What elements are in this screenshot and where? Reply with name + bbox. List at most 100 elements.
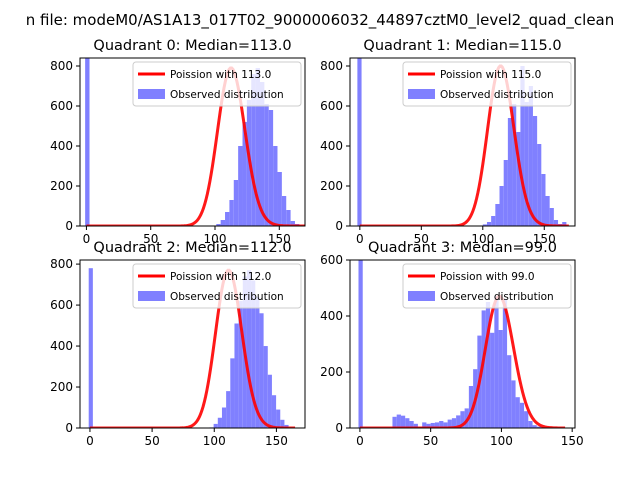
histogram-bar (88, 268, 93, 428)
histogram-bar (255, 296, 260, 428)
legend-box (132, 263, 302, 309)
x-tick-label: 50 (144, 434, 159, 448)
legend: Poission with 99.0 Observed distribution (402, 263, 572, 309)
poisson-curve (359, 64, 569, 226)
y-tick-label: 0 (335, 219, 343, 233)
histogram-bar (486, 222, 492, 226)
legend-patch-swatch (408, 89, 435, 99)
y-tick-label: 600 (320, 253, 343, 267)
histogram-bar (456, 415, 461, 428)
histogram-bar (422, 422, 427, 428)
legend-label-observed: Observed distribution (440, 89, 554, 101)
legend-label-observed: Observed distribution (440, 291, 554, 303)
y-tick-label: 200 (320, 365, 343, 379)
axes-frame (79, 57, 306, 227)
x-tick-label: 0 (356, 434, 364, 448)
x-tick-label: 100 (203, 434, 226, 448)
histogram-bar (280, 419, 285, 428)
histogram-bar (512, 104, 517, 226)
histogram-bar (482, 224, 487, 226)
histogram-bar (238, 300, 243, 428)
histogram-bar (507, 355, 512, 428)
histogram-bar (439, 421, 444, 428)
y-tick-label: 800 (50, 257, 73, 271)
legend-label-poisson: Poission with 115.0 (440, 69, 541, 81)
x-tick-label: 50 (143, 232, 158, 246)
quadrant-1-chart: 0 50 100 150 0 200 400 600 800 Quadrant 1: Median… (320, 38, 576, 246)
x-tick-label: 150 (265, 434, 288, 448)
histogram-bar (225, 212, 230, 226)
x-tick-label: 0 (356, 232, 364, 246)
histogram-bar (524, 411, 529, 428)
legend-patch-swatch (138, 291, 165, 301)
histogram-bar (263, 346, 268, 428)
y-tick-label: 600 (50, 99, 73, 113)
histogram-bar (221, 407, 227, 428)
histogram-bar (451, 418, 457, 428)
histogram-bar (447, 419, 452, 428)
legend-label-observed: Observed distribution (170, 291, 284, 303)
histogram-bar (502, 299, 508, 428)
histogram-bar (85, 58, 90, 226)
histogram-bar (277, 172, 282, 226)
histogram-bar (519, 402, 525, 428)
histogram-bar (541, 174, 546, 226)
legend-box (402, 61, 572, 107)
histogram-bar (481, 310, 486, 428)
histogram-bar (499, 186, 504, 226)
y-tick-label: 200 (320, 179, 343, 193)
histogram-bar (392, 416, 397, 428)
histogram-bar (216, 224, 221, 226)
histogram (357, 58, 567, 226)
legend: Poission with 112.0 Observed distribution (132, 263, 302, 309)
histogram-bar (532, 116, 538, 226)
histogram-bar (545, 196, 550, 226)
figure-title: n file: modeM0/AS1A13_017T02_9000006032_… (26, 11, 615, 30)
histogram-bar (524, 102, 529, 226)
y-tick-label: 800 (50, 59, 73, 73)
histogram-bar (562, 222, 567, 226)
histogram-bar (226, 391, 231, 428)
x-tick-label: 100 (490, 434, 513, 448)
histogram-bar (396, 414, 401, 428)
x-tick-label: 150 (561, 434, 584, 448)
histogram-bar (528, 86, 533, 226)
histogram-bar (259, 313, 264, 428)
x-tick-label: 100 (471, 232, 494, 246)
legend-label-poisson: Poission with 113.0 (170, 69, 271, 81)
histogram-bar (268, 110, 274, 226)
legend-label-observed: Observed distribution (170, 89, 284, 101)
histogram-bar (536, 426, 542, 428)
histogram-bar (553, 220, 559, 226)
histogram-bar (413, 423, 418, 428)
histogram-bar (485, 302, 491, 428)
axes-frame (349, 57, 576, 227)
legend-label-poisson: Poission with 99.0 (440, 271, 535, 283)
histogram-bar (246, 270, 252, 428)
poisson-curve (359, 294, 566, 428)
histogram-bar (220, 220, 226, 226)
histogram-bar (234, 323, 239, 428)
histogram-bar (273, 146, 278, 226)
histogram-bar (251, 74, 256, 226)
histogram-bar (267, 374, 272, 428)
histogram-bar (233, 180, 239, 226)
histogram-bar (490, 332, 495, 428)
x-tick-label: 150 (268, 232, 291, 246)
histogram-bar (264, 104, 269, 226)
histogram-bar (229, 200, 234, 226)
histogram-bar (498, 330, 503, 428)
histogram-bar (238, 146, 243, 226)
x-tick-label: 150 (533, 232, 556, 246)
y-tick-label: 400 (320, 309, 343, 323)
y-tick-label: 400 (50, 339, 73, 353)
y-tick-label: 400 (50, 139, 73, 153)
histogram-bar (503, 160, 508, 226)
y-tick-label: 200 (50, 380, 73, 394)
histogram-bar (213, 423, 218, 428)
legend: Poission with 113.0 Observed distribution (132, 61, 302, 107)
histogram-bar (495, 204, 500, 226)
histogram-bar (260, 82, 265, 226)
histogram-bar (217, 417, 222, 428)
